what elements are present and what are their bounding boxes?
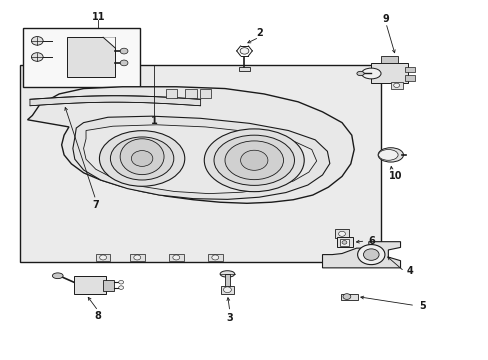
Ellipse shape bbox=[214, 135, 294, 185]
Ellipse shape bbox=[224, 141, 283, 180]
Bar bbox=[103, 280, 114, 291]
Bar bbox=[380, 56, 397, 63]
Text: 3: 3 bbox=[226, 313, 233, 323]
Text: 1: 1 bbox=[151, 116, 157, 126]
Bar bbox=[130, 254, 144, 261]
Polygon shape bbox=[83, 125, 316, 194]
Circle shape bbox=[357, 244, 384, 265]
Bar bbox=[340, 294, 357, 300]
Ellipse shape bbox=[220, 271, 234, 277]
Polygon shape bbox=[30, 96, 200, 106]
Bar bbox=[20, 65, 380, 262]
Bar bbox=[390, 82, 402, 89]
Circle shape bbox=[172, 255, 179, 260]
Circle shape bbox=[31, 53, 43, 61]
Circle shape bbox=[341, 240, 346, 244]
Bar bbox=[96, 254, 110, 261]
Bar bbox=[22, 28, 140, 87]
Text: 8: 8 bbox=[95, 311, 102, 321]
Bar bbox=[405, 75, 414, 81]
Text: 4: 4 bbox=[406, 266, 413, 276]
Circle shape bbox=[119, 280, 123, 284]
Bar bbox=[165, 89, 177, 98]
Circle shape bbox=[119, 286, 123, 289]
Text: 7: 7 bbox=[92, 200, 99, 210]
Bar bbox=[405, 67, 414, 72]
Ellipse shape bbox=[120, 139, 163, 175]
Circle shape bbox=[223, 287, 231, 293]
Ellipse shape bbox=[356, 71, 364, 76]
Polygon shape bbox=[103, 37, 115, 48]
Circle shape bbox=[120, 48, 128, 54]
Ellipse shape bbox=[377, 148, 403, 162]
Text: 2: 2 bbox=[255, 28, 262, 38]
Text: 5: 5 bbox=[418, 301, 425, 311]
Circle shape bbox=[134, 255, 141, 260]
Bar bbox=[370, 63, 407, 83]
Bar bbox=[184, 89, 196, 98]
Circle shape bbox=[363, 249, 378, 260]
Bar bbox=[168, 254, 183, 261]
Text: 9: 9 bbox=[382, 14, 388, 24]
Circle shape bbox=[120, 60, 128, 66]
Bar bbox=[199, 89, 211, 98]
Ellipse shape bbox=[52, 273, 63, 279]
Circle shape bbox=[240, 48, 248, 54]
Ellipse shape bbox=[110, 137, 173, 180]
Polygon shape bbox=[73, 116, 329, 199]
Ellipse shape bbox=[204, 129, 304, 192]
Bar bbox=[334, 229, 348, 238]
Bar bbox=[336, 237, 352, 247]
Bar bbox=[66, 37, 115, 77]
Polygon shape bbox=[322, 242, 400, 268]
Circle shape bbox=[31, 37, 43, 45]
Circle shape bbox=[393, 83, 399, 87]
Bar bbox=[220, 286, 234, 294]
Bar bbox=[339, 239, 348, 246]
Polygon shape bbox=[27, 87, 353, 203]
Text: 11: 11 bbox=[91, 12, 105, 22]
Circle shape bbox=[100, 255, 106, 260]
Circle shape bbox=[211, 255, 218, 260]
Ellipse shape bbox=[361, 68, 380, 79]
Circle shape bbox=[240, 150, 267, 170]
Bar bbox=[74, 276, 105, 294]
Circle shape bbox=[131, 150, 153, 166]
Bar bbox=[207, 254, 222, 261]
Bar bbox=[238, 67, 250, 71]
Bar bbox=[224, 274, 230, 287]
Circle shape bbox=[342, 294, 350, 300]
Ellipse shape bbox=[99, 131, 184, 186]
Text: 10: 10 bbox=[388, 171, 402, 181]
Text: 6: 6 bbox=[367, 236, 374, 246]
Ellipse shape bbox=[378, 149, 397, 160]
Circle shape bbox=[338, 231, 345, 236]
